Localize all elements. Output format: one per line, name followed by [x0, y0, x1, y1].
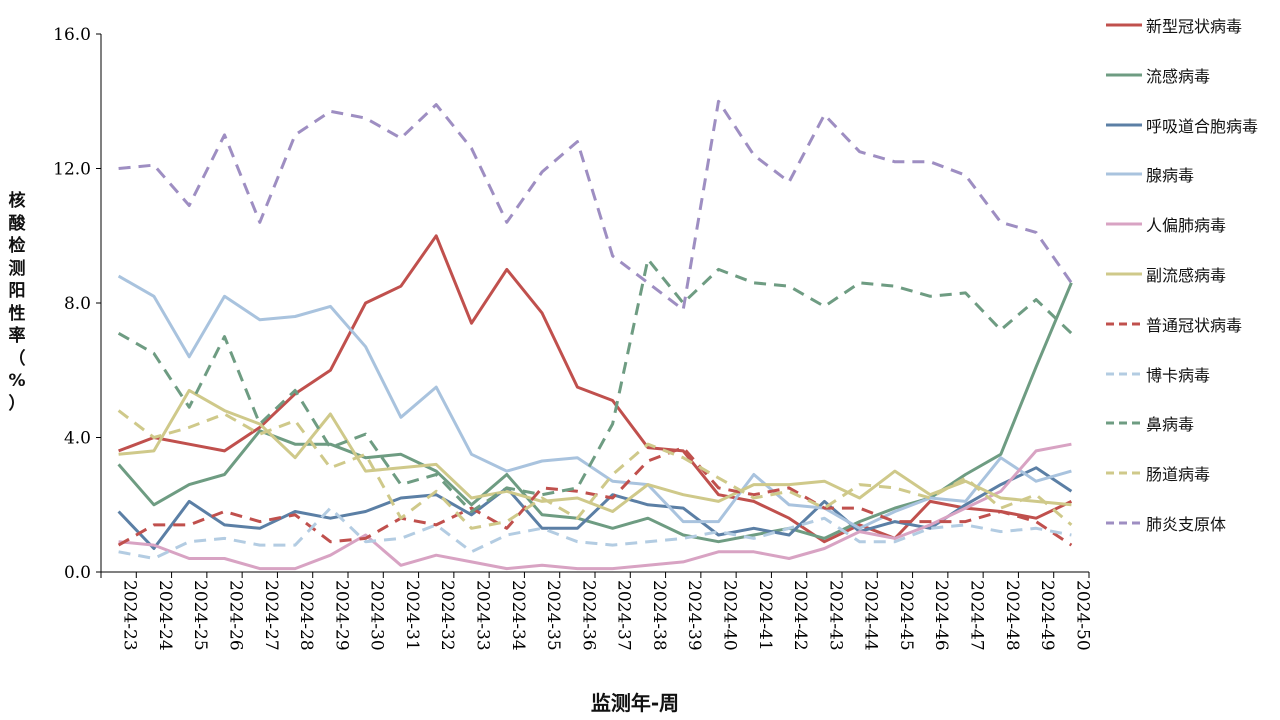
y-axis-label-char: 阳: [8, 281, 26, 301]
legend-item: 呼吸道合胞病毒: [1106, 113, 1258, 137]
series-line: [117, 282, 1073, 544]
y-tick-label: 8.0: [64, 294, 91, 314]
x-tick-label: 2024-41: [755, 580, 775, 651]
x-tick-label: 2024-39: [684, 580, 704, 651]
series-line: [118, 506, 1072, 560]
legend-swatch: [1106, 172, 1142, 176]
legend-item: 副流感病毒: [1106, 262, 1226, 286]
legend-item: 腺病毒: [1106, 162, 1194, 186]
legend-item: 肠道病毒: [1106, 461, 1210, 485]
y-axis-label-char: 率: [8, 326, 26, 346]
x-tick-label: 2024-36: [578, 580, 598, 651]
series-line: [117, 274, 1072, 530]
legend-label: 流感病毒: [1146, 66, 1211, 86]
x-tick-label: 2024-50: [1072, 580, 1092, 651]
x-tick-label: 2024-27: [261, 580, 281, 651]
legend-label: 普通冠状病毒: [1146, 315, 1243, 335]
legend-swatch: [1106, 521, 1142, 525]
legend-label: 人偏肺病毒: [1146, 216, 1227, 236]
x-tick-label: 2024-25: [190, 580, 210, 651]
legend-swatch: [1106, 73, 1142, 77]
y-tick-label: 4.0: [64, 429, 91, 449]
x-tick-label: 2024-31: [402, 580, 422, 651]
legend-swatch: [1106, 23, 1142, 27]
x-tick-label: 2024-34: [508, 580, 528, 651]
series-line: [117, 257, 1073, 513]
x-tick-label: 2024-40: [720, 580, 740, 651]
series-line: [117, 409, 1073, 530]
x-tick-label: 2024-38: [649, 580, 669, 651]
chart-axes: 0.0 4.0 8.0 12.0 16.0 2024-23 2024-24 2024-25 20…: [53, 25, 1092, 651]
x-tick-label: 2024-45: [896, 580, 916, 651]
y-axis-label: 核酸检测阳性率（%）: [4, 190, 30, 415]
x-axis-label: 监测年-周: [590, 691, 680, 715]
x-tick-label: 2024-43: [825, 580, 845, 651]
series-line: [118, 99, 1073, 312]
y-axis-label-char: 性: [8, 303, 26, 324]
y-axis-label-char: 检: [8, 236, 26, 256]
x-tick-label: 2024-49: [1037, 580, 1057, 651]
legend-label: 腺病毒: [1146, 166, 1195, 186]
legend-item: 流感病毒: [1106, 63, 1210, 87]
y-tick-label: 12.0: [53, 160, 91, 180]
y-axis-label-char: %: [8, 371, 26, 391]
legend-item: 肺炎支原体: [1106, 511, 1226, 535]
series-line: [118, 234, 1073, 544]
series-group: [117, 99, 1073, 571]
x-tick-label: 2024-30: [367, 580, 387, 651]
legend-swatch: [1106, 421, 1142, 425]
series-line: [117, 466, 1073, 550]
y-axis-label-char: （: [8, 348, 26, 369]
legend-label: 肠道病毒: [1146, 465, 1211, 485]
x-tick-label: 2024-33: [473, 580, 493, 651]
x-tick-label: 2024-24: [155, 580, 175, 651]
y-tick-label: 16.0: [53, 25, 91, 45]
series-line: [118, 442, 1072, 571]
x-tick-label: 2024-23: [120, 580, 140, 651]
y-axis-label-char: 核: [8, 191, 26, 211]
legend-item: 新型冠状病毒: [1106, 13, 1242, 37]
x-tick-label: 2024-28: [296, 580, 316, 651]
legend-swatch: [1106, 372, 1142, 376]
legend-item: 普通冠状病毒: [1106, 312, 1242, 336]
legend-swatch: [1106, 222, 1142, 226]
y-axis-label-char: 测: [8, 258, 26, 279]
series-line: [118, 388, 1072, 513]
x-tick-label: 2024-46: [931, 580, 951, 651]
legend-swatch: [1106, 123, 1142, 127]
legend-label: 鼻病毒: [1146, 415, 1195, 435]
legend-item: 博卡病毒: [1106, 362, 1210, 386]
legend-label: 新型冠状病毒: [1146, 17, 1243, 36]
legend-item: 人偏肺病毒: [1106, 212, 1226, 236]
legend-swatch: [1106, 322, 1142, 326]
x-tick-label: 2024-37: [614, 580, 634, 651]
legend-label: 副流感病毒: [1146, 266, 1227, 285]
x-tick-label: 2024-47: [967, 580, 987, 651]
legend-label: 呼吸道合胞病毒: [1146, 116, 1259, 136]
legend-swatch: [1106, 471, 1142, 475]
x-tick-label: 2024-48: [1002, 580, 1022, 651]
y-axis-label-char: 酸: [8, 213, 26, 234]
legend-swatch: [1106, 272, 1142, 276]
x-tick-label: 2024-26: [226, 580, 246, 651]
x-tick-label: 2024-44: [861, 580, 881, 651]
legend-label: 肺炎支原体: [1146, 515, 1227, 534]
x-tick-label: 2024-35: [543, 580, 563, 651]
x-tick-label: 2024-32: [437, 580, 457, 651]
y-axis-label-char: ）: [8, 393, 26, 414]
legend-label: 博卡病毒: [1146, 365, 1211, 385]
x-tick-label: 2024-29: [331, 580, 351, 651]
y-tick-label: 0.0: [64, 563, 91, 583]
legend-item: 鼻病毒: [1106, 411, 1194, 435]
x-tick-label: 2024-42: [790, 580, 810, 651]
